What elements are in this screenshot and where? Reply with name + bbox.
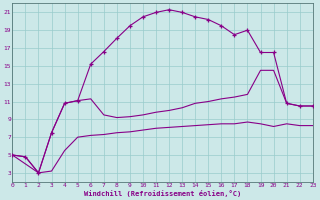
X-axis label: Windchill (Refroidissement éolien,°C): Windchill (Refroidissement éolien,°C) <box>84 190 241 197</box>
